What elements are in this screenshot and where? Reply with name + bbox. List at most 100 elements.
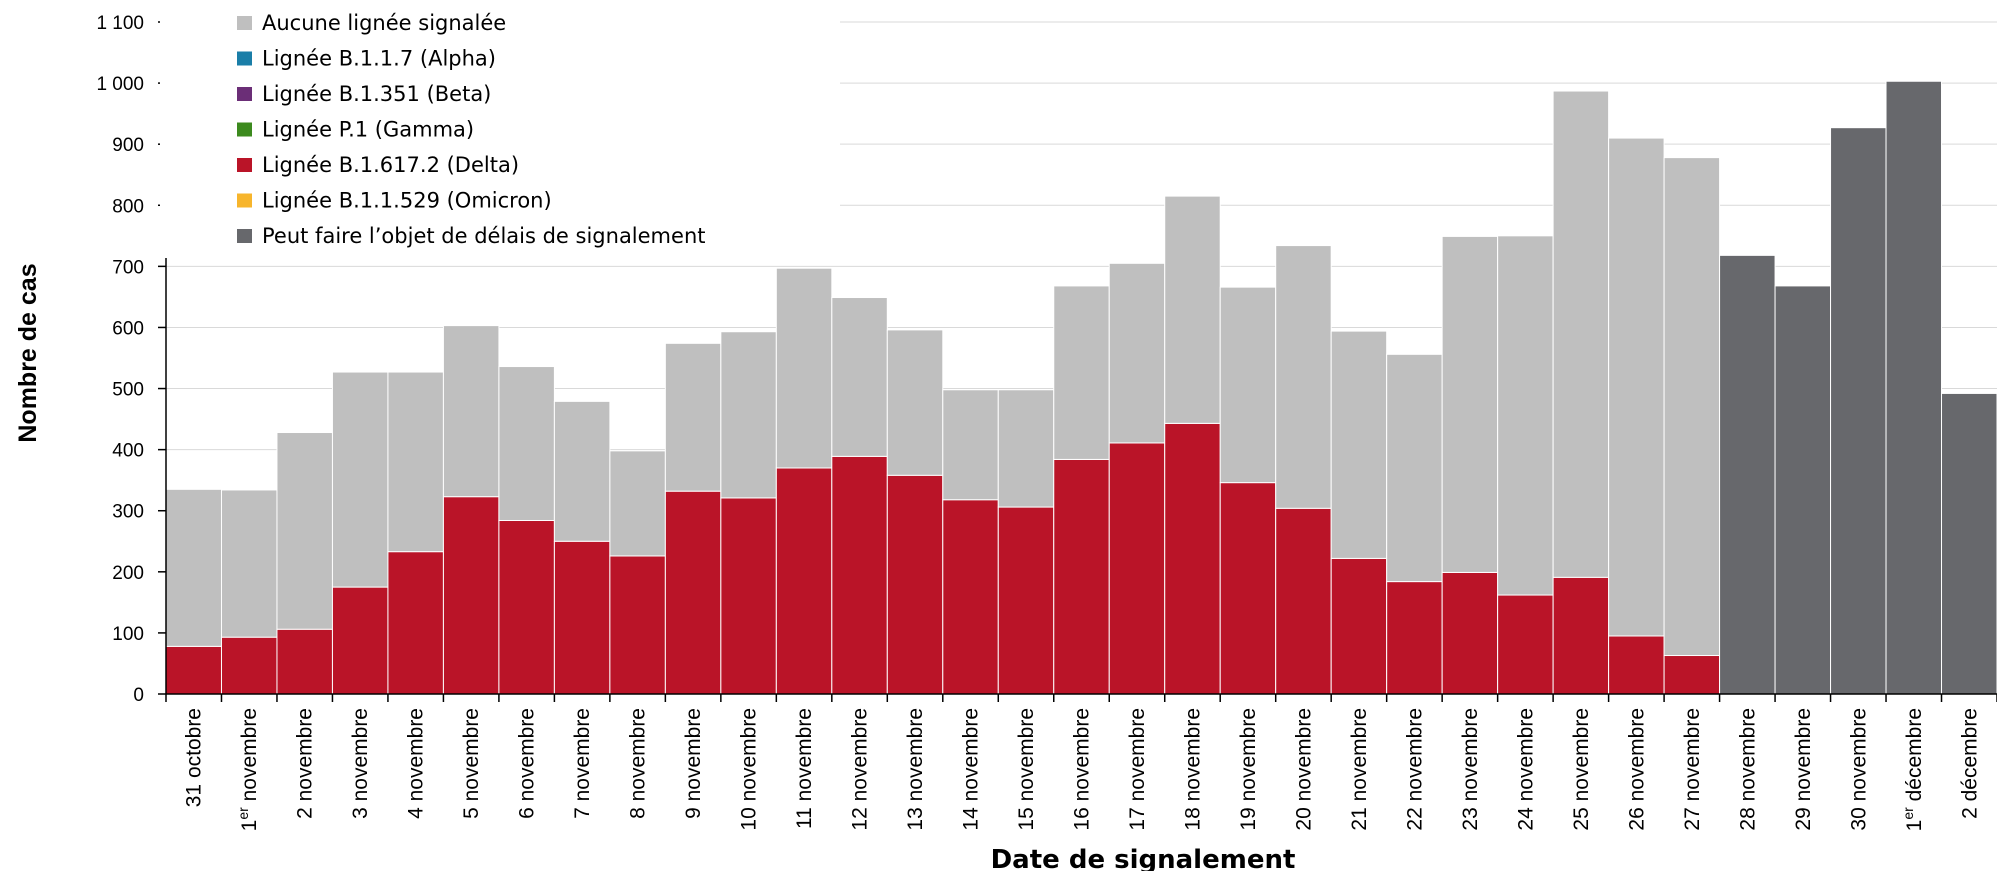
bar-segment: [775, 467, 833, 695]
bar-segment: [1330, 330, 1388, 559]
x-tick-label: 29 novembre: [1792, 708, 1815, 831]
x-tick-label: 19 novembre: [1237, 708, 1260, 831]
bar-segment: [831, 455, 888, 695]
y-tick-label: 700: [112, 257, 144, 278]
bar-segment: [1219, 286, 1277, 484]
y-tick-label: 800: [112, 196, 144, 217]
legend: Aucune lignée signalée Lignée B.1.1.7 (Al…: [237, 11, 705, 248]
bar-segment: [1219, 482, 1277, 695]
x-tick-label: 20 novembre: [1292, 708, 1315, 831]
bar-segment: [220, 636, 278, 695]
x-tick-label: 10 novembre: [738, 708, 761, 831]
bar-segment: [664, 490, 722, 695]
legend-swatch: [237, 51, 252, 66]
bar-segment: [498, 366, 555, 522]
bar-segment: [553, 540, 611, 695]
bar-segment: [498, 520, 555, 695]
bar-segment: [1441, 235, 1499, 573]
legend-entry: Lignée P.1 (Gamma): [262, 118, 474, 142]
legend-entry: Peut faire l’objet de délais de signalem…: [262, 224, 705, 248]
x-tick-label: 7 novembre: [571, 708, 594, 819]
x-tick-label: 13 novembre: [904, 708, 927, 831]
bar-segment: [1497, 235, 1554, 596]
y-tick-label: 500: [112, 380, 144, 401]
bar-segment: [1053, 458, 1110, 695]
bar-segment: [664, 342, 722, 492]
x-tick-label: 24 novembre: [1514, 708, 1537, 831]
x-tick-label: 31 octobre: [183, 708, 206, 807]
bar-segment: [220, 489, 278, 638]
x-tick-label: 2 novembre: [294, 708, 317, 819]
bar-segment: [1608, 635, 1665, 695]
bar-segment: [1108, 262, 1166, 444]
bar-segment: [1164, 195, 1221, 424]
x-tick-label: 16 novembre: [1071, 708, 1094, 831]
x-tick-label: 23 novembre: [1459, 708, 1482, 831]
bar-segment: [1164, 422, 1221, 695]
bar-segment: [942, 499, 999, 695]
y-tick-label: 1 100: [96, 13, 144, 34]
bar-segment: [831, 297, 888, 457]
bar-segment: [442, 496, 500, 695]
bar-segment: [1275, 245, 1332, 509]
x-tick-label: 11 novembre: [793, 708, 816, 829]
bar-segment: [1663, 157, 1721, 657]
bar-segment: [1719, 254, 1776, 695]
bar-segment: [1275, 507, 1332, 695]
bar-segment: [1386, 581, 1443, 695]
bar-segment: [276, 628, 333, 695]
bar-segment: [1830, 127, 1887, 695]
x-tick-label: 22 novembre: [1403, 708, 1426, 831]
bar-segment: [1552, 576, 1610, 695]
bar-segment: [997, 506, 1055, 695]
bar-segment: [387, 371, 444, 553]
x-tick-label: 18 novembre: [1181, 708, 1204, 831]
bar-segment: [331, 371, 389, 588]
bar-segment: [886, 474, 944, 695]
bar-segment: [1053, 285, 1110, 460]
y-tick-label: 900: [112, 135, 144, 156]
bar-segment: [1441, 571, 1499, 695]
x-tick-label: 15 novembre: [1015, 708, 1038, 831]
y-tick-labels: 0 100 200 300 400 500 600 700 800 900 1 000 1 100: [96, 13, 144, 706]
bar-segment: [886, 329, 944, 476]
y-tick-label: 300: [112, 502, 144, 523]
bar-segment: [609, 555, 666, 695]
bar-segment: [942, 389, 999, 501]
y-tick-label: 1 000: [96, 74, 144, 95]
bar-segment: [1663, 655, 1721, 695]
x-axis-label: Date de signalement: [991, 845, 1296, 871]
legend-swatch: [237, 229, 252, 243]
x-tick-label: 28 novembre: [1736, 708, 1759, 831]
bar-segment: [276, 432, 333, 630]
x-tick-label: 5 novembre: [460, 708, 483, 819]
bar-segment: [1108, 442, 1166, 695]
bar-segment: [442, 325, 500, 498]
legend-background: [160, 0, 840, 258]
bar-segment: [609, 450, 666, 557]
x-tick-label: 21 novembre: [1348, 708, 1371, 831]
bar-segment: [1885, 80, 1943, 695]
bar-segment: [1608, 137, 1665, 637]
x-tick-labels: 31 octobre 1er novembre 2 novembre 3 novemb…: [183, 708, 1982, 831]
legend-entry: Aucune lignée signalée: [262, 11, 506, 35]
y-tick-label: 100: [112, 624, 144, 645]
bar-segment: [720, 331, 777, 499]
bar-segment: [997, 389, 1055, 508]
legend-swatch: [237, 158, 252, 172]
legend-entry: Lignée B.1.617.2 (Delta): [262, 153, 519, 177]
legend-entry: Lignée B.1.1.529 (Omicron): [262, 189, 552, 213]
legend-swatch: [237, 193, 252, 208]
x-tick-label: 3 novembre: [349, 708, 372, 819]
y-tick-label: 600: [112, 318, 144, 339]
x-tick-label: 1er décembre: [1900, 708, 1926, 831]
legend-swatch: [237, 122, 252, 137]
y-tick-label: 400: [112, 441, 144, 462]
bar-segment: [1774, 285, 1832, 695]
bars: [165, 80, 1997, 695]
x-tick-label: 26 novembre: [1625, 708, 1648, 831]
x-tick-label: 1er novembre: [235, 708, 261, 831]
y-tick-label: 200: [112, 563, 144, 584]
legend-swatch: [237, 16, 252, 30]
